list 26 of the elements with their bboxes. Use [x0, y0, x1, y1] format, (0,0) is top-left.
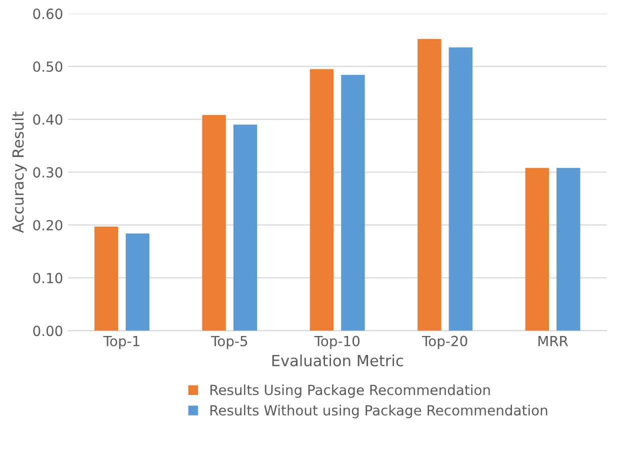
bar	[233, 124, 258, 331]
bar	[126, 233, 150, 331]
x-axis-title: Evaluation Metric	[272, 354, 403, 366]
bar	[556, 168, 580, 331]
x-tick-label: Top-20	[422, 336, 468, 349]
bar	[341, 74, 365, 331]
bar	[448, 47, 473, 331]
x-tick-label: MRR	[538, 336, 568, 346]
y-tick-label: 0.50	[33, 61, 62, 72]
x-tick-label: Top-10	[314, 336, 360, 349]
x-tick-label: Top-5	[210, 336, 248, 349]
legend-label: Results Using Package Recommendation	[210, 384, 490, 398]
bar	[94, 226, 118, 331]
bar	[310, 69, 334, 331]
y-tick-label: 0.10	[33, 272, 62, 284]
x-tick-label: Top-1	[103, 336, 140, 349]
y-axis-title: Accuracy Result	[12, 112, 27, 233]
y-tick-label: 0.60	[33, 8, 62, 20]
y-tick-label: 0.40	[33, 114, 62, 125]
bar	[202, 115, 226, 331]
y-tick-label: 0.00	[33, 326, 62, 336]
bar	[418, 38, 442, 331]
y-tick-label: 0.20	[33, 220, 62, 230]
bar	[525, 168, 549, 331]
legend-label: Results Without using Package Recommendation	[210, 404, 548, 418]
y-tick-label: 0.30	[33, 167, 62, 178]
